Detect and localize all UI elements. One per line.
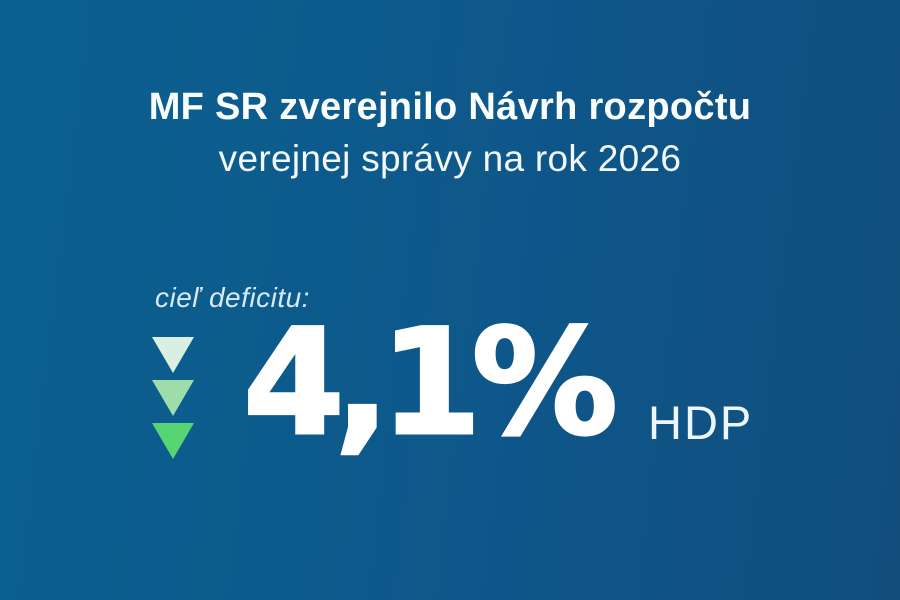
down-arrows-group bbox=[152, 337, 194, 459]
deficit-label: cieľ deficitu: bbox=[155, 282, 310, 313]
header: MF SR zverejnilo Návrh rozpočtu verejnej… bbox=[0, 88, 900, 177]
down-arrow-icon bbox=[152, 380, 194, 416]
title-line-1: MF SR zverejnilo Návrh rozpočtu bbox=[148, 86, 752, 128]
down-arrow-icon bbox=[152, 337, 194, 373]
deficit-unit: HDP bbox=[648, 396, 754, 449]
down-arrow-icon bbox=[152, 423, 194, 459]
deficit-value: 4,1% bbox=[242, 298, 620, 468]
title-line-2: verejnej správy na rok 2026 bbox=[218, 138, 682, 179]
